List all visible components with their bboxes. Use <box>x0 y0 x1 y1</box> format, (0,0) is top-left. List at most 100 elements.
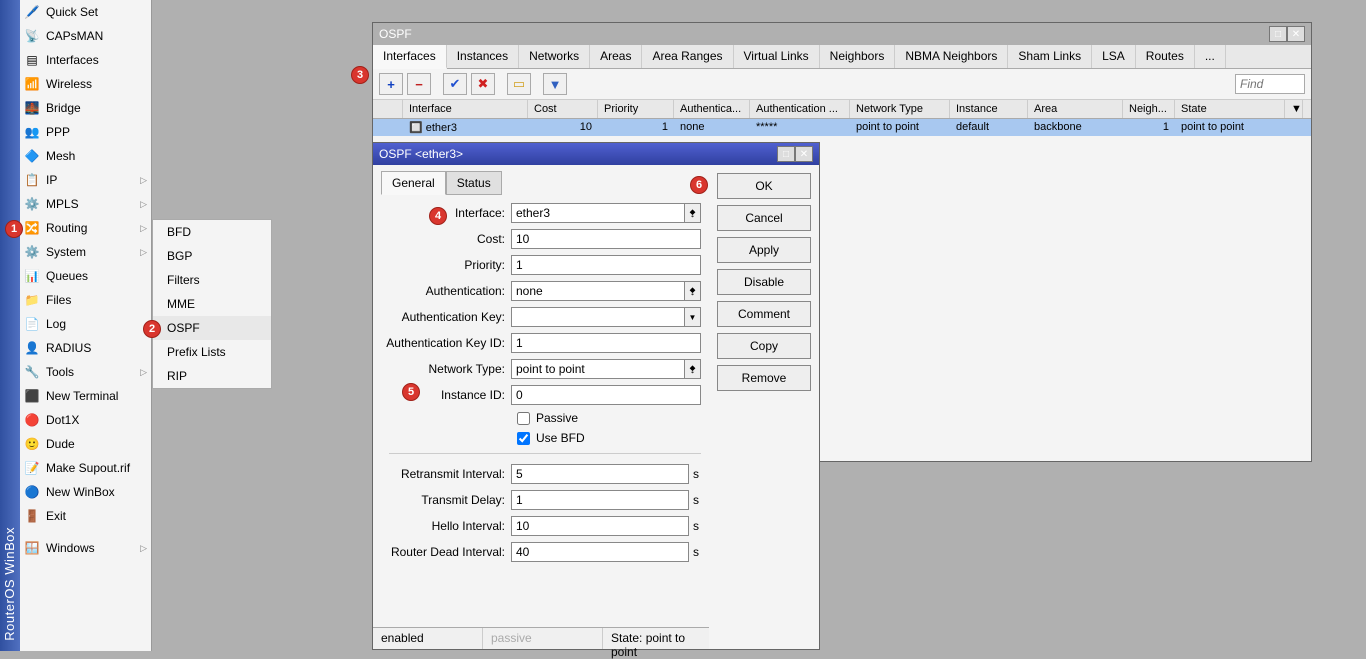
authkey-dropdown-icon[interactable]: ▼ <box>685 307 701 327</box>
column-header[interactable]: Priority <box>598 100 674 118</box>
tab-routes[interactable]: Routes <box>1136 45 1195 68</box>
sidebar-item-dude[interactable]: 🙂Dude <box>20 432 151 456</box>
sidebar-item-queues[interactable]: 📊Queues <box>20 264 151 288</box>
nettype-dropdown-icon[interactable]: ⧪ <box>685 359 701 379</box>
dead-field[interactable] <box>511 542 689 562</box>
nettype-field[interactable] <box>511 359 685 379</box>
sidebar-item-system[interactable]: ⚙️System▷ <box>20 240 151 264</box>
tab-general[interactable]: General <box>381 171 446 195</box>
sidebar-item-ppp[interactable]: 👥PPP <box>20 120 151 144</box>
submenu-item-prefix-lists[interactable]: Prefix Lists <box>153 340 271 364</box>
column-header[interactable]: Authentication ... <box>750 100 850 118</box>
tab-instances[interactable]: Instances <box>447 45 519 68</box>
sidebar-item-wireless[interactable]: 📶Wireless <box>20 72 151 96</box>
tab-networks[interactable]: Networks <box>519 45 590 68</box>
tab--[interactable]: ... <box>1195 45 1226 68</box>
column-header[interactable]: Network Type <box>850 100 950 118</box>
disable-button[interactable]: Disable <box>717 269 811 295</box>
retransmit-field[interactable] <box>511 464 689 484</box>
sidebar-item-windows[interactable]: 🪟Windows▷ <box>20 536 151 560</box>
interface-field[interactable] <box>511 203 685 223</box>
column-menu-icon[interactable]: ▼ <box>1285 100 1303 118</box>
txdelay-field[interactable] <box>511 490 689 510</box>
submenu-item-bfd[interactable]: BFD <box>153 220 271 244</box>
submenu-item-mme[interactable]: MME <box>153 292 271 316</box>
add-button[interactable]: + <box>379 73 403 95</box>
submenu-item-filters[interactable]: Filters <box>153 268 271 292</box>
cancel-button[interactable]: Cancel <box>717 205 811 231</box>
tab-area-ranges[interactable]: Area Ranges <box>642 45 733 68</box>
tab-lsa[interactable]: LSA <box>1092 45 1136 68</box>
sidebar-item-mpls[interactable]: ⚙️MPLS▷ <box>20 192 151 216</box>
column-header[interactable] <box>373 100 403 118</box>
close-icon[interactable]: ✕ <box>795 146 813 162</box>
maximize-icon[interactable]: □ <box>1269 26 1287 42</box>
find-input[interactable] <box>1235 74 1305 94</box>
column-header[interactable]: State <box>1175 100 1285 118</box>
menu-icon: 👥 <box>24 124 40 140</box>
tab-sham-links[interactable]: Sham Links <box>1008 45 1092 68</box>
menu-icon: 🖊️ <box>24 4 40 20</box>
chevron-right-icon: ▷ <box>140 247 147 258</box>
sidebar-item-new-winbox[interactable]: 🔵New WinBox <box>20 480 151 504</box>
apply-button[interactable]: Apply <box>717 237 811 263</box>
sidebar-item-tools[interactable]: 🔧Tools▷ <box>20 360 151 384</box>
usebfd-checkbox[interactable] <box>517 432 530 445</box>
sidebar-item-log[interactable]: 📄Log <box>20 312 151 336</box>
auth-field[interactable] <box>511 281 685 301</box>
column-header[interactable]: Interface <box>403 100 528 118</box>
enable-button[interactable]: ✔ <box>443 73 467 95</box>
tab-interfaces[interactable]: Interfaces <box>373 45 447 69</box>
tab-neighbors[interactable]: Neighbors <box>820 45 896 68</box>
sidebar-item-quick-set[interactable]: 🖊️Quick Set <box>20 0 151 24</box>
remove-button[interactable]: − <box>407 73 431 95</box>
close-icon[interactable]: ✕ <box>1287 26 1305 42</box>
column-header[interactable]: Neigh... <box>1123 100 1175 118</box>
copy-button[interactable]: Copy <box>717 333 811 359</box>
remove-button[interactable]: Remove <box>717 365 811 391</box>
chevron-right-icon: ▷ <box>140 367 147 378</box>
sidebar-item-exit[interactable]: 🚪Exit <box>20 504 151 528</box>
tab-nbma-neighbors[interactable]: NBMA Neighbors <box>895 45 1008 68</box>
sidebar-item-capsman[interactable]: 📡CAPsMAN <box>20 24 151 48</box>
tab-virtual-links[interactable]: Virtual Links <box>734 45 820 68</box>
interface-dropdown-icon[interactable]: ⧪ <box>685 203 701 223</box>
comment-button[interactable]: Comment <box>717 301 811 327</box>
cost-field[interactable] <box>511 229 701 249</box>
table-row[interactable]: 🔲 ether3101none*****point to pointdefaul… <box>373 119 1311 136</box>
column-header[interactable]: Cost <box>528 100 598 118</box>
submenu-item-ospf[interactable]: OSPF <box>153 316 271 340</box>
ok-button[interactable]: OK <box>717 173 811 199</box>
sidebar-item-new-terminal[interactable]: ⬛New Terminal <box>20 384 151 408</box>
tab-areas[interactable]: Areas <box>590 45 642 68</box>
sidebar-item-mesh[interactable]: 🔷Mesh <box>20 144 151 168</box>
menu-icon: 📊 <box>24 268 40 284</box>
cell: 1 <box>598 119 674 136</box>
tab-status[interactable]: Status <box>446 171 502 195</box>
priority-field[interactable] <box>511 255 701 275</box>
authkey-field[interactable] <box>511 307 685 327</box>
authkeyid-field[interactable] <box>511 333 701 353</box>
maximize-icon[interactable]: □ <box>777 146 795 162</box>
passive-checkbox[interactable] <box>517 412 530 425</box>
comment-button[interactable]: ▭ <box>507 73 531 95</box>
column-header[interactable]: Instance <box>950 100 1028 118</box>
sidebar-item-bridge[interactable]: 🌉Bridge <box>20 96 151 120</box>
sidebar-item-make-supout.rif[interactable]: 📝Make Supout.rif <box>20 456 151 480</box>
filter-button[interactable]: ▼ <box>543 73 567 95</box>
column-header[interactable]: Area <box>1028 100 1123 118</box>
hello-field[interactable] <box>511 516 689 536</box>
sidebar-item-ip[interactable]: 📋IP▷ <box>20 168 151 192</box>
sidebar-item-radius[interactable]: 👤RADIUS <box>20 336 151 360</box>
sidebar-item-files[interactable]: 📁Files <box>20 288 151 312</box>
sidebar-item-dot1x[interactable]: 🔴Dot1X <box>20 408 151 432</box>
submenu-item-rip[interactable]: RIP <box>153 364 271 388</box>
auth-dropdown-icon[interactable]: ⧪ <box>685 281 701 301</box>
sidebar-item-routing[interactable]: 🔀Routing▷ <box>20 216 151 240</box>
sidebar-item-interfaces[interactable]: ▤Interfaces <box>20 48 151 72</box>
instanceid-field[interactable] <box>511 385 701 405</box>
submenu-item-bgp[interactable]: BGP <box>153 244 271 268</box>
status-passive: passive <box>483 628 603 649</box>
column-header[interactable]: Authentica... <box>674 100 750 118</box>
disable-button[interactable]: ✖ <box>471 73 495 95</box>
